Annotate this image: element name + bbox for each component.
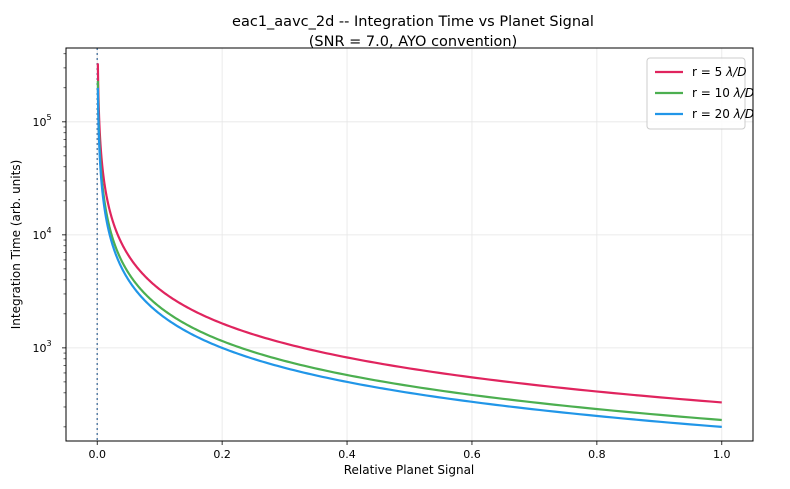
legend-entry-label: r = 5 λ/D: [692, 65, 746, 79]
plot-frame: [65, 47, 754, 442]
x-tick-label: 1.0: [713, 448, 731, 461]
series-line: [96, 87, 722, 428]
x-axis-label: Relative Planet Signal: [344, 463, 475, 477]
legend: r = 5 λ/D r = 10 λ/D r = 20 λ/D: [646, 57, 754, 130]
y-tick-label: 104: [32, 226, 51, 242]
legend-entry-label: r = 20 λ/D: [692, 107, 754, 121]
legend-box: [646, 57, 746, 130]
y-tick-label: 103: [32, 339, 51, 355]
y-axis-label: Integration Time (arb. units): [9, 160, 23, 330]
y-tick-label: 105: [32, 113, 51, 129]
chart-title-line2: (SNR = 7.0, AYO convention): [309, 34, 517, 50]
legend-entry-label: r = 10 λ/D: [692, 86, 754, 100]
x-tick-label: 0.0: [88, 448, 106, 461]
x-tick-label: 0.4: [338, 448, 356, 461]
x-tick-label: 0.6: [463, 448, 481, 461]
chart-title-line1: eac1_aavc_2d -- Integration Time vs Plan…: [232, 14, 594, 30]
x-tick-label: 0.8: [588, 448, 606, 461]
series-layer: [96, 63, 722, 428]
x-tick-label: 0.2: [213, 448, 231, 461]
tick-layer: 0.0 0.2 0.4 0.6 0.8 1.0 103 104 105: [32, 53, 731, 461]
